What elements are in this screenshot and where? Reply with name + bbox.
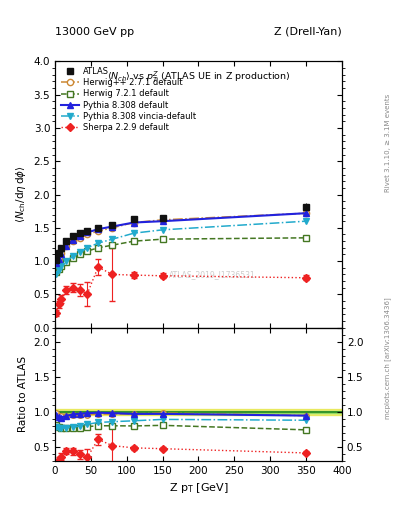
Y-axis label: $\langle N_{\rm ch}/{\rm d}\eta\,{\rm d}\phi\rangle$: $\langle N_{\rm ch}/{\rm d}\eta\,{\rm d}…: [14, 166, 28, 223]
Legend: ATLAS, Herwig++ 2.7.1 default, Herwig 7.2.1 default, Pythia 8.308 default, Pythi: ATLAS, Herwig++ 2.7.1 default, Herwig 7.…: [59, 66, 197, 133]
Text: $\langle N_{ch}\rangle$ vs $p_T^Z$ (ATLAS UE in Z production): $\langle N_{ch}\rangle$ vs $p_T^Z$ (ATLA…: [107, 70, 290, 84]
X-axis label: Z p$_{\rm T}$ [GeV]: Z p$_{\rm T}$ [GeV]: [169, 481, 228, 495]
Text: ATLAS_2019_I1736531: ATLAS_2019_I1736531: [169, 270, 256, 279]
Text: mcplots.cern.ch [arXiv:1306.3436]: mcplots.cern.ch [arXiv:1306.3436]: [384, 297, 391, 419]
Text: 13000 GeV pp: 13000 GeV pp: [55, 27, 134, 37]
Y-axis label: Ratio to ATLAS: Ratio to ATLAS: [18, 356, 28, 432]
Text: Rivet 3.1.10, ≥ 3.1M events: Rivet 3.1.10, ≥ 3.1M events: [385, 94, 391, 193]
Text: Z (Drell-Yan): Z (Drell-Yan): [274, 27, 342, 37]
